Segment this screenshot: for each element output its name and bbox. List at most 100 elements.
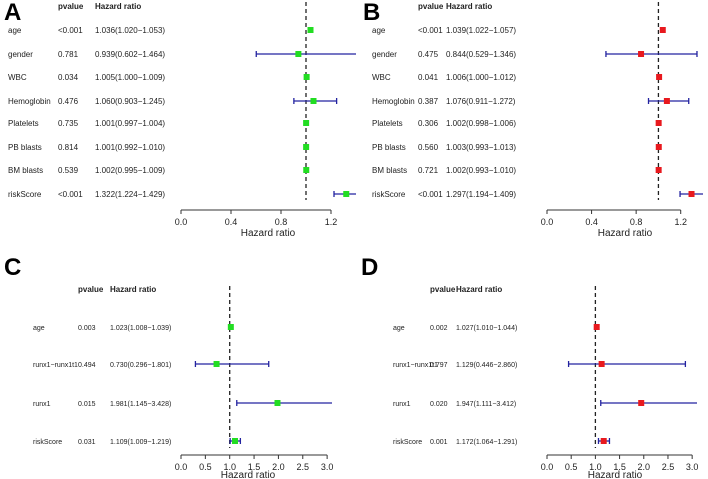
row-pvalue: 0.031 bbox=[78, 439, 96, 446]
row-pvalue: 0.814 bbox=[58, 143, 79, 152]
row-hazard-ratio: 1.005(1.000−1.009) bbox=[95, 73, 165, 82]
row-label: runx1 bbox=[393, 401, 411, 408]
x-tick-label: 3.0 bbox=[686, 462, 699, 472]
panel-label: B bbox=[363, 0, 380, 26]
point-estimate bbox=[343, 191, 350, 197]
point-estimate bbox=[303, 144, 310, 150]
point-estimate bbox=[232, 438, 239, 444]
x-tick-label: 0.0 bbox=[175, 462, 188, 472]
x-tick-label: 2.0 bbox=[272, 462, 285, 472]
x-axis-label: Hazard ratio bbox=[598, 228, 653, 239]
row-hazard-ratio: 1.002(0.993−1.010) bbox=[446, 166, 516, 175]
point-estimate bbox=[227, 324, 234, 330]
row-hazard-ratio: 1.172(1.064−1.291) bbox=[456, 439, 517, 446]
point-estimate bbox=[655, 120, 662, 126]
row-hazard-ratio: 1.001(0.992−1.010) bbox=[95, 143, 165, 152]
row-label: riskScore bbox=[372, 190, 406, 199]
row-hazard-ratio: 0.844(0.529−1.346) bbox=[446, 50, 516, 59]
row-pvalue: 0.020 bbox=[430, 401, 448, 408]
point-estimate bbox=[303, 167, 310, 173]
row-pvalue: 0.015 bbox=[78, 401, 96, 408]
row-label: riskScore bbox=[33, 439, 62, 446]
x-tick-label: 2.0 bbox=[638, 462, 651, 472]
point-estimate bbox=[688, 191, 695, 197]
row-hazard-ratio: 1.060(0.903−1.245) bbox=[95, 97, 165, 106]
row-label: WBC bbox=[372, 73, 391, 82]
panel-label: A bbox=[4, 0, 21, 26]
row-hazard-ratio: 1.981(1.145−3.428) bbox=[110, 401, 171, 408]
row-pvalue: 0.476 bbox=[58, 97, 79, 106]
point-estimate bbox=[303, 74, 310, 80]
row-hazard-ratio: 0.730(0.296−1.801) bbox=[110, 362, 171, 369]
row-label: riskScore bbox=[393, 439, 422, 446]
row-label: Platelets bbox=[8, 119, 39, 128]
hazard-ratio-header: Hazard ratio bbox=[456, 285, 502, 294]
row-label: BM blasts bbox=[372, 166, 407, 175]
x-tick-label: 0.0 bbox=[541, 462, 554, 472]
row-label: riskScore bbox=[8, 190, 42, 199]
row-pvalue: 0.034 bbox=[58, 73, 79, 82]
x-tick-label: 1.2 bbox=[674, 217, 687, 227]
pvalue-header: pvalue bbox=[430, 285, 456, 294]
x-axis-label: Hazard ratio bbox=[221, 470, 276, 479]
row-label: runx1−runx1t1 bbox=[393, 362, 438, 369]
row-pvalue: 0.781 bbox=[58, 50, 79, 59]
point-estimate bbox=[593, 324, 600, 330]
row-label: PB blasts bbox=[372, 143, 406, 152]
x-tick-label: 1.0 bbox=[223, 462, 236, 472]
x-tick-label: 0.0 bbox=[541, 217, 554, 227]
row-pvalue: 0.735 bbox=[58, 119, 79, 128]
row-hazard-ratio: 1.322(1.224−1.429) bbox=[95, 190, 165, 199]
row-pvalue: <0.001 bbox=[58, 190, 83, 199]
row-hazard-ratio: 1.027(1.010−1.044) bbox=[456, 325, 517, 332]
x-tick-label: 1.2 bbox=[325, 217, 338, 227]
point-estimate bbox=[655, 144, 662, 150]
row-hazard-ratio: 1.109(1.009−1.219) bbox=[110, 439, 171, 446]
row-pvalue: 0.539 bbox=[58, 166, 79, 175]
point-estimate bbox=[310, 98, 317, 104]
row-label: Hemoglobin bbox=[8, 97, 51, 106]
row-hazard-ratio: 1.003(0.993−1.013) bbox=[446, 143, 516, 152]
row-pvalue: 0.001 bbox=[430, 439, 448, 446]
x-tick-label: 0.4 bbox=[225, 217, 238, 227]
pvalue-header: pvalue bbox=[418, 2, 444, 11]
row-pvalue: 0.494 bbox=[78, 362, 96, 369]
point-estimate bbox=[213, 361, 220, 367]
row-label: age bbox=[33, 325, 45, 332]
x-tick-label: 3.0 bbox=[321, 462, 334, 472]
row-label: gender bbox=[372, 50, 397, 59]
point-estimate bbox=[295, 51, 302, 57]
row-hazard-ratio: 1.947(1.111−3.412) bbox=[456, 401, 516, 408]
row-pvalue: 0.306 bbox=[418, 119, 439, 128]
row-hazard-ratio: 1.001(0.997−1.004) bbox=[95, 119, 165, 128]
row-hazard-ratio: 1.006(1.000−1.012) bbox=[446, 73, 516, 82]
point-estimate bbox=[638, 400, 645, 406]
row-hazard-ratio: 1.076(0.911−1.272) bbox=[446, 97, 516, 106]
row-label: age bbox=[372, 26, 386, 35]
row-pvalue: 0.041 bbox=[418, 73, 439, 82]
x-tick-label: 0.4 bbox=[585, 217, 598, 227]
point-estimate bbox=[659, 27, 666, 33]
row-pvalue: 0.475 bbox=[418, 50, 439, 59]
row-pvalue: 0.721 bbox=[418, 166, 439, 175]
x-tick-label: 0.8 bbox=[275, 217, 288, 227]
row-hazard-ratio: 1.036(1.020−1.053) bbox=[95, 26, 165, 35]
x-tick-label: 2.5 bbox=[297, 462, 310, 472]
row-label: Hemoglobin bbox=[372, 97, 415, 106]
pvalue-header: pvalue bbox=[58, 2, 84, 11]
point-estimate bbox=[655, 167, 662, 173]
row-hazard-ratio: 1.039(1.022−1.057) bbox=[446, 26, 516, 35]
point-estimate bbox=[274, 400, 281, 406]
row-label: runx1 bbox=[33, 401, 51, 408]
row-label: WBC bbox=[8, 73, 27, 82]
point-estimate bbox=[598, 361, 605, 367]
row-label: gender bbox=[8, 50, 33, 59]
x-axis-label: Hazard ratio bbox=[588, 470, 643, 479]
row-hazard-ratio: 1.002(0.998−1.006) bbox=[446, 119, 516, 128]
row-pvalue: <0.001 bbox=[418, 190, 443, 199]
x-tick-label: 1.0 bbox=[589, 462, 602, 472]
hazard-ratio-header: Hazard ratio bbox=[110, 285, 156, 294]
point-estimate bbox=[656, 74, 663, 80]
